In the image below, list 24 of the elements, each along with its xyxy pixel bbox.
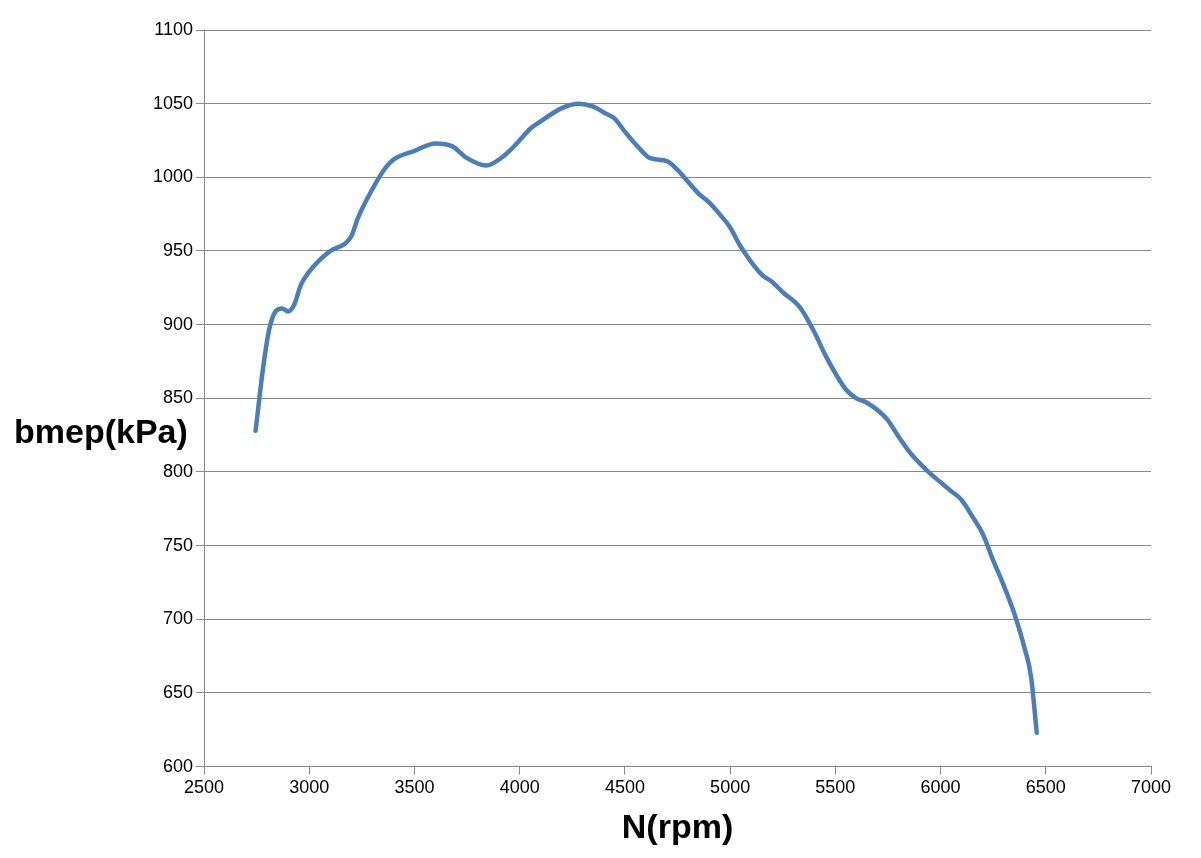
x-tick-label: 6000	[920, 777, 961, 798]
y-tick-label: 1100	[154, 18, 194, 39]
x-tick-label: 4500	[604, 777, 645, 798]
x-tick-label: 2500	[184, 777, 225, 798]
y-axis-title: bmep(kPa)	[14, 412, 188, 451]
y-tick-label: 850	[163, 387, 194, 408]
x-tick-label: 6500	[1025, 777, 1066, 798]
x-tick-label: 5500	[815, 777, 856, 798]
y-tick-label: 750	[163, 534, 194, 555]
line-series	[253, 101, 1039, 735]
x-axis-title: N(rpm)	[621, 806, 734, 845]
y-tick-label: 600	[163, 755, 194, 776]
y-tick-label: 800	[163, 460, 194, 481]
x-tick-label: 3000	[289, 777, 330, 798]
y-tick-label: 900	[163, 313, 194, 334]
y-tick-label: 1050	[153, 92, 194, 113]
y-tick-label: 950	[163, 239, 194, 260]
x-tick-label: 4000	[499, 777, 540, 798]
x-tick-label: 7000	[1130, 777, 1172, 798]
y-tick-label: 700	[163, 608, 194, 629]
y-tick-label: 650	[163, 681, 194, 702]
x-tick-label: 5000	[710, 777, 751, 798]
y-tick-label: 1000	[153, 166, 194, 187]
x-tick-label: 3500	[394, 777, 435, 798]
